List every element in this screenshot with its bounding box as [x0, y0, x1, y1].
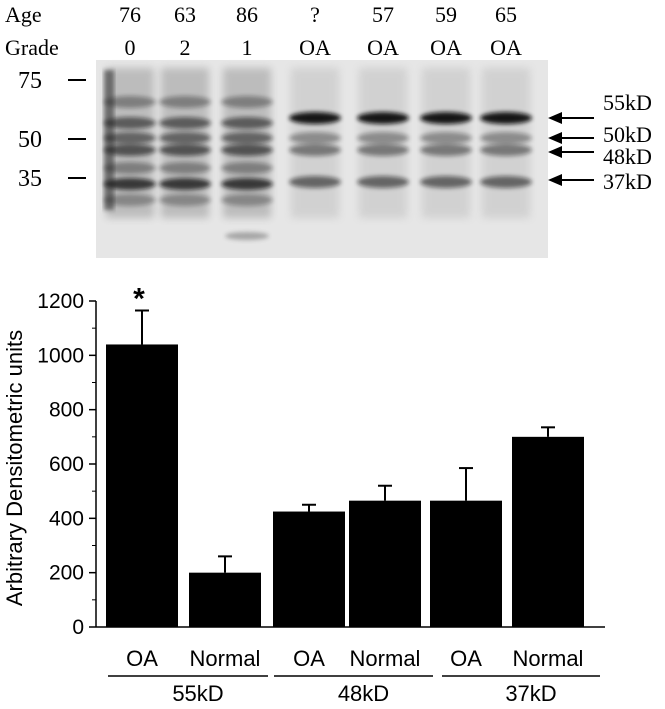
bars: *	[106, 283, 584, 627]
lane-grade-label: OA	[299, 35, 331, 60]
marker-35: 35	[18, 166, 86, 192]
x-category-label: Normal	[350, 646, 421, 671]
bar	[106, 344, 178, 627]
bar-group	[273, 503, 345, 627]
x-category-label: OA	[450, 646, 482, 671]
lane-age-label: 57	[372, 2, 394, 27]
x-category-label: Normal	[513, 646, 584, 671]
bar	[273, 511, 345, 627]
lane-age-label: 65	[495, 2, 517, 27]
lane-grade-label: 1	[242, 35, 253, 60]
band-label: 37kD	[603, 169, 652, 194]
bar	[430, 500, 502, 627]
lane-age-label: 63	[174, 2, 196, 27]
western-blot-panel: Age Grade 76 0 63 2 86 1? OA 57 OA 59 OA 65 OA 75 50…	[5, 2, 652, 258]
lane-age-label: 86	[236, 2, 258, 27]
y-axis: 0 200 400 600 800 1000 1200	[37, 290, 97, 639]
lane-age-label: ?	[310, 2, 320, 27]
lane-grade-label: 2	[180, 35, 191, 60]
bar-group	[349, 484, 421, 627]
y-tick-label: 200	[49, 562, 84, 585]
band-arrow-37kD: 37kD	[548, 169, 652, 194]
band-label: 55kD	[603, 90, 652, 115]
bar-group	[189, 555, 261, 627]
group-label: 48kD	[338, 681, 389, 706]
bar-group: *	[106, 283, 178, 627]
marker-75-label: 75	[18, 68, 42, 94]
y-axis-label: Arbitrary Densitometric units	[2, 330, 27, 606]
marker-50: 50	[18, 127, 86, 153]
y-tick-label: 1200	[37, 290, 84, 313]
significance-marker: *	[133, 283, 145, 316]
y-tick-label: 600	[49, 453, 84, 476]
blot-lane	[159, 68, 211, 218]
lane-labels: 76 0 63 2 86 1? OA 57 OA 59 OA 65 OA	[119, 2, 522, 60]
group-label: 37kD	[505, 681, 556, 706]
lane-grade-label: OA	[430, 35, 462, 60]
blot-lane	[480, 68, 532, 218]
bar-chart: Arbitrary Densitometric units 0 200 400 600…	[2, 283, 605, 706]
bar	[512, 436, 584, 627]
lane-age-label: 76	[119, 2, 141, 27]
band-label: 48kD	[603, 144, 652, 169]
y-tick-label: 0	[72, 616, 84, 639]
lane-grade-label: 0	[125, 35, 136, 60]
marker-50-label: 50	[18, 127, 42, 153]
x-axis: OA Normal OA Normal OA Normal 55kD 48kD 37kD	[96, 626, 605, 706]
grade-row-label: Grade	[5, 35, 59, 60]
lane-grade-label: OA	[490, 35, 522, 60]
y-tick-label: 800	[49, 399, 84, 422]
x-category-label: OA	[293, 646, 325, 671]
blot-lane	[420, 68, 472, 218]
marker-35-label: 35	[18, 166, 42, 192]
bar-group	[430, 467, 502, 627]
band-label: 50kD	[603, 122, 652, 147]
blot-lane	[221, 68, 273, 240]
marker-75: 75	[18, 68, 86, 94]
bar	[189, 572, 261, 627]
blot-lane	[289, 68, 341, 218]
lane-age-label: 59	[435, 2, 457, 27]
bar-group	[512, 426, 584, 627]
group-label: 55kD	[172, 681, 223, 706]
band-arrow-55kD: 55kD	[548, 90, 652, 124]
bar	[349, 500, 421, 627]
blot-lane	[357, 68, 409, 218]
band-arrow-50kD: 50kD	[548, 122, 652, 147]
x-category-label: Normal	[190, 646, 261, 671]
y-tick-label: 1000	[37, 344, 84, 367]
age-row-label: Age	[5, 2, 42, 27]
blot-streak	[104, 70, 114, 210]
band-arrow-48kD: 48kD	[548, 144, 652, 169]
blot-bands	[104, 68, 532, 240]
x-category-label: OA	[126, 646, 158, 671]
lane-grade-label: OA	[367, 35, 399, 60]
y-tick-label: 400	[49, 507, 84, 530]
